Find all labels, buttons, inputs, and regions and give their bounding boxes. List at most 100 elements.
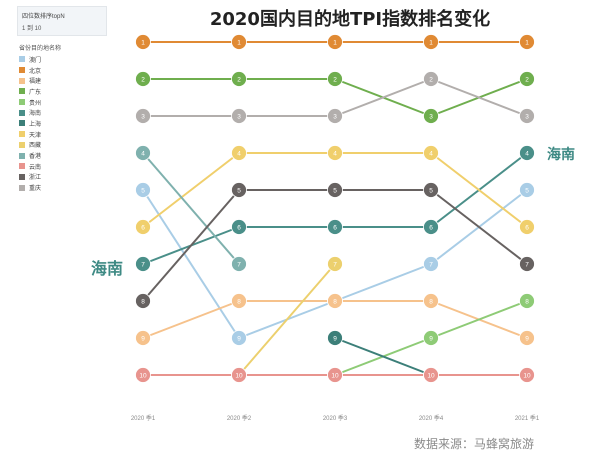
data-point	[327, 367, 343, 383]
data-point	[135, 34, 151, 50]
data-point	[519, 219, 535, 235]
data-point	[135, 256, 151, 272]
data-point	[231, 71, 247, 87]
legend-label: 福建	[29, 79, 42, 86]
data-label: 8	[141, 298, 145, 305]
data-point	[423, 293, 439, 309]
data-label: 2	[237, 76, 241, 83]
data-point	[231, 108, 247, 124]
legend-item[interactable]: 北京	[19, 65, 109, 76]
legend-swatch	[19, 109, 25, 116]
data-point	[231, 330, 247, 346]
legend-swatch	[19, 120, 25, 127]
series-line-segment	[430, 189, 528, 265]
data-label: 2	[333, 76, 337, 83]
series-line-segment	[430, 300, 528, 339]
data-label: 1	[237, 39, 241, 46]
data-point	[519, 367, 535, 383]
x-axis: 2020 季1 2020 季2 2020 季3 2020 季4 2021 季1	[131, 414, 540, 422]
series-line-segment	[142, 152, 240, 228]
legend-label: 西藏	[29, 143, 42, 150]
legend-item[interactable]: 西藏	[19, 140, 109, 151]
series-line-segment	[430, 78, 528, 117]
data-point	[519, 293, 535, 309]
data-point	[231, 219, 247, 235]
data-label: 7	[525, 261, 529, 268]
series-line-segment	[142, 189, 240, 339]
legend-item[interactable]: 澳门	[19, 54, 109, 65]
data-label: 6	[141, 224, 145, 231]
data-label: 9	[141, 335, 145, 342]
data-label: 9	[237, 335, 241, 342]
data-label: 4	[237, 150, 241, 157]
data-point	[135, 108, 151, 124]
series-line-segment	[430, 152, 528, 228]
data-label: 7	[333, 261, 337, 268]
series-lines	[142, 41, 528, 376]
legend-label: 重庆	[29, 186, 42, 193]
data-point	[135, 145, 151, 161]
legend-item[interactable]: 广东	[19, 86, 109, 97]
legend-item[interactable]: 贵州	[19, 97, 109, 108]
data-point	[423, 367, 439, 383]
data-label: 5	[141, 187, 145, 194]
legend-item[interactable]: 上海	[19, 118, 109, 129]
legend-label: 浙江	[29, 175, 42, 182]
legend-swatch	[19, 77, 25, 84]
data-label: 5	[237, 187, 241, 194]
x-tick-label: 2020 季2	[227, 414, 252, 422]
data-label: 9	[525, 335, 529, 342]
legend-swatch	[19, 131, 25, 138]
data-point	[231, 182, 247, 198]
data-point	[135, 219, 151, 235]
data-label: 3	[237, 113, 241, 120]
data-point	[423, 330, 439, 346]
data-point	[327, 145, 343, 161]
legend-swatch	[19, 67, 25, 74]
legend-item[interactable]: 云南	[19, 161, 109, 172]
series-line-segment	[142, 189, 240, 302]
data-label: 6	[525, 224, 529, 231]
data-point	[519, 71, 535, 87]
chart-title: 2020国内目的地TPI指数排名变化	[209, 9, 491, 30]
data-point	[135, 330, 151, 346]
legend-item[interactable]: 重庆	[19, 182, 109, 193]
data-label: 3	[333, 113, 337, 120]
data-label: 2	[525, 76, 529, 83]
data-point	[327, 256, 343, 272]
legend-swatch	[19, 141, 25, 148]
legend-swatch	[19, 173, 25, 180]
data-point	[327, 34, 343, 50]
legend-item[interactable]: 海南	[19, 107, 109, 118]
series-line-segment	[142, 300, 240, 339]
legend-item[interactable]: 福建	[19, 75, 109, 86]
data-point	[135, 182, 151, 198]
data-point	[231, 256, 247, 272]
data-label: 6	[333, 224, 337, 231]
x-tick-label: 2020 季3	[323, 414, 348, 422]
legend-label: 云南	[29, 164, 42, 171]
legend-swatch	[19, 88, 25, 95]
topn-filter-box[interactable]: 四位数排序topN 1 到 10	[17, 6, 107, 36]
data-label: 5	[333, 187, 337, 194]
topn-filter-range[interactable]: 1 到 10	[22, 26, 42, 32]
legend-item[interactable]: 香港	[19, 150, 109, 161]
data-point	[423, 34, 439, 50]
legend-swatch	[19, 163, 25, 170]
data-point	[327, 293, 343, 309]
data-point	[231, 145, 247, 161]
data-label: 3	[525, 113, 529, 120]
data-label: 8	[525, 298, 529, 305]
data-point	[519, 108, 535, 124]
data-label: 5	[525, 187, 529, 194]
data-label: 4	[525, 150, 529, 157]
legend-item[interactable]: 天津	[19, 129, 109, 140]
series-line-segment	[334, 263, 432, 302]
legend-label: 海南	[29, 111, 42, 118]
data-point	[327, 330, 343, 346]
series-points: 5 9 8 7 5 1 1 1 1 1 9 8 8 8 9 2 2 2 3 2 10 9 8 7 6 6 6 4 9 10 6 4 4 4 6 10 7…	[135, 34, 535, 383]
data-source: 数据来源：马蜂窝旅游	[414, 437, 535, 451]
legend-item[interactable]: 浙江	[19, 172, 109, 183]
data-label: 10	[139, 372, 147, 379]
data-label: 1	[525, 39, 529, 46]
